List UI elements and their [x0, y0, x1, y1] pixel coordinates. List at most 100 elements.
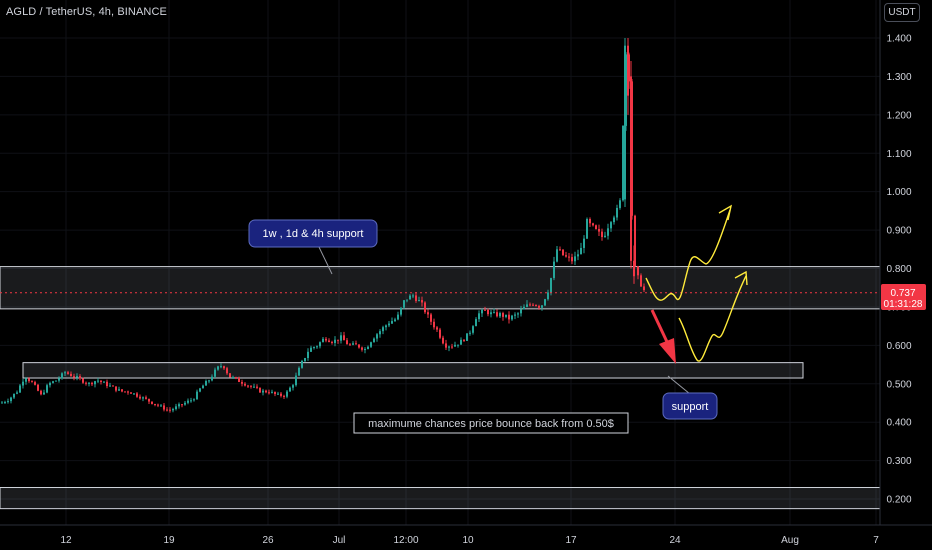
candle-body [154, 403, 156, 405]
candle-body [604, 235, 606, 238]
forecast-path-lower[interactable] [678, 270, 748, 362]
candle-body [379, 331, 381, 335]
candle-body [88, 382, 90, 384]
candle-body [229, 373, 231, 378]
down-arrow[interactable] [650, 309, 676, 364]
candle-body [415, 295, 417, 301]
candle-body [187, 400, 189, 403]
price-tick-label: 0.900 [886, 226, 911, 237]
note-box-text: maximume chances price bounce back from … [368, 418, 614, 430]
candle-body [451, 346, 453, 348]
candle-body [487, 309, 489, 315]
candle-body [1, 402, 3, 404]
candle-body [454, 344, 456, 347]
candle-body [139, 396, 141, 399]
candle-body [607, 228, 609, 236]
candle-body [4, 401, 6, 403]
candle-body [232, 377, 234, 379]
candle-body [160, 405, 162, 407]
price-tick-label: 0.400 [886, 418, 911, 429]
candle-body [622, 125, 624, 201]
support-zone[interactable] [22, 362, 804, 379]
support-callout-top[interactable]: 1w , 1d & 4h support [248, 219, 378, 275]
candle-body [214, 369, 216, 377]
price-tick-label: 1.000 [886, 187, 911, 198]
time-tick-label: 7 [873, 535, 879, 546]
time-axis: 12 19 26 Jul 12:00 10 17 24 Aug 7 [60, 535, 879, 546]
candle-body [352, 343, 354, 345]
candle-body [541, 305, 543, 308]
candle-body [391, 321, 393, 324]
candle-body [49, 382, 51, 386]
time-tick-label: 12:00 [393, 535, 418, 546]
candle-body [589, 218, 591, 224]
candle-body [565, 255, 567, 257]
candle-body [586, 218, 588, 239]
candle-body [202, 385, 204, 389]
candle-body [130, 392, 132, 394]
support-zone[interactable] [0, 487, 881, 510]
candle-body [118, 389, 120, 391]
candle-body [616, 207, 618, 218]
candle-body [508, 314, 510, 320]
time-tick-label: 19 [163, 535, 175, 546]
candle-body [85, 382, 87, 384]
support-zone[interactable] [0, 266, 881, 310]
note-box[interactable]: maximume chances price bounce back from … [353, 412, 629, 434]
candle-body [520, 309, 522, 314]
candle-body [196, 391, 198, 400]
candle-body [235, 377, 237, 379]
support-callout-bottom[interactable]: support [662, 375, 718, 420]
candle-body [64, 372, 66, 374]
support-callout-top-text: 1w , 1d & 4h support [263, 228, 364, 240]
candle-body [562, 249, 564, 256]
candle-body [643, 286, 645, 291]
candle-body [394, 319, 396, 322]
candle-body [184, 402, 186, 405]
candle-body [121, 389, 123, 392]
candle-body [388, 323, 390, 326]
candle-body [382, 327, 384, 332]
candle-body [94, 381, 96, 385]
candle-body [553, 261, 555, 279]
candle-body [367, 346, 369, 350]
support-callout-bottom-text: support [672, 401, 709, 413]
forecast-path-upper[interactable] [645, 204, 733, 301]
candle-body [517, 313, 519, 315]
price-tick-label: 1.200 [886, 110, 911, 121]
candle-body [637, 266, 639, 276]
candle-body [433, 321, 435, 328]
candle-body [601, 231, 603, 238]
candle-body [544, 299, 546, 306]
candle-body [106, 381, 108, 387]
candle-body [109, 385, 111, 387]
candle-body [37, 384, 39, 391]
candle-body [289, 387, 291, 392]
candle-body [490, 312, 492, 315]
candle-body [337, 339, 339, 341]
price-countdown: 01:31:28 [884, 299, 923, 310]
candle-body [466, 333, 468, 341]
candle-body [580, 247, 582, 255]
candle-body [469, 332, 471, 334]
candle-body [70, 373, 72, 377]
candle-body [598, 228, 600, 232]
candle-body [535, 305, 537, 307]
time-tick-label: 10 [462, 535, 474, 546]
candle-body [556, 249, 558, 262]
candle-body [349, 344, 351, 346]
candle-body [76, 376, 78, 378]
price-tick-label: 0.500 [886, 379, 911, 390]
candle-body [193, 399, 195, 401]
candle-body [403, 300, 405, 308]
candle-body [67, 372, 69, 374]
candle-body [457, 344, 459, 346]
candle-body [34, 382, 36, 385]
time-tick-label: 12 [60, 535, 72, 546]
candle-body [307, 351, 309, 359]
candle-body [442, 337, 444, 344]
current-price-tag: 0.737 01:31:28 [881, 284, 926, 310]
candle-body [247, 385, 249, 387]
currency-button[interactable]: USDT [884, 3, 920, 22]
